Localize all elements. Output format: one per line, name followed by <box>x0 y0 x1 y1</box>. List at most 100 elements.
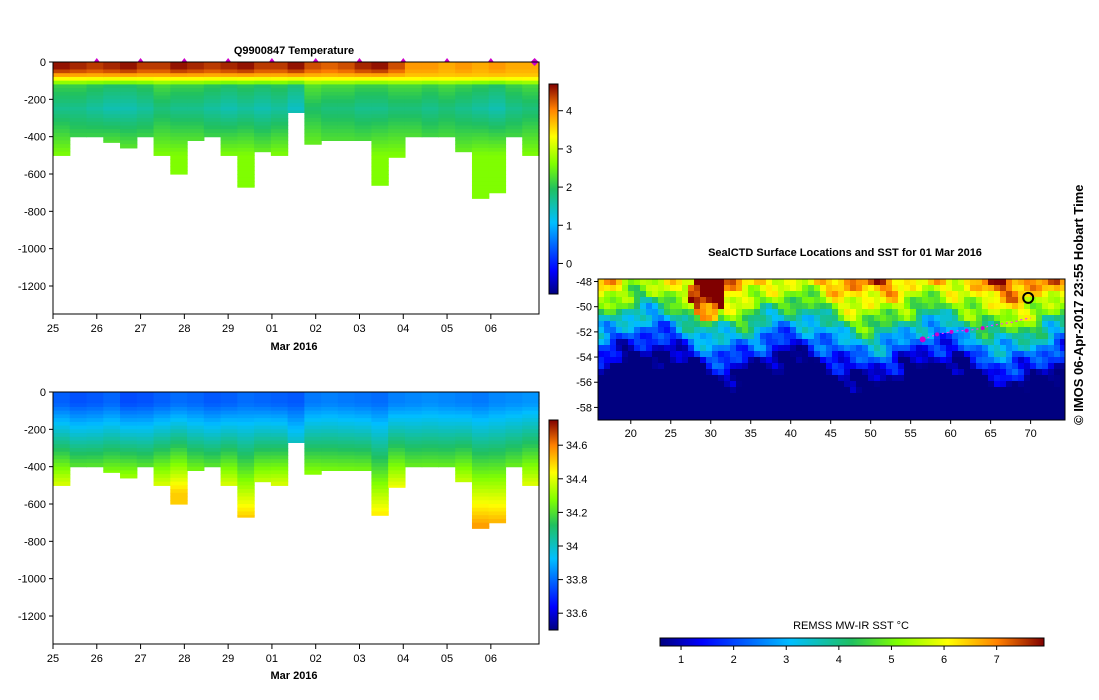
sst-cell <box>898 345 905 352</box>
sst-cell <box>1018 339 1025 346</box>
heatmap-cell <box>203 448 222 453</box>
heatmap-cell <box>404 448 423 453</box>
sst-cell <box>754 417 761 420</box>
sst-cell <box>982 291 989 298</box>
heatmap-cell <box>455 470 473 475</box>
heatmap-cell <box>136 462 155 468</box>
heatmap-cell <box>337 466 356 471</box>
heatmap-cell <box>337 69 356 74</box>
heatmap-cell <box>237 129 255 134</box>
sst-cell <box>766 417 773 420</box>
heatmap-cell <box>254 436 272 442</box>
heatmap-cell <box>488 485 507 490</box>
sst-cell <box>736 351 743 358</box>
sst-cell <box>754 315 761 322</box>
sst-cell <box>1036 381 1043 388</box>
sst-cell <box>808 417 815 420</box>
sst-cell <box>952 327 959 334</box>
x-tick-label: 29 <box>222 323 234 335</box>
sst-cell <box>886 345 893 352</box>
heatmap-cell <box>421 129 440 134</box>
sst-cell <box>952 333 959 340</box>
sst-cell <box>652 327 659 334</box>
heatmap-cell <box>388 403 406 408</box>
heatmap-cell <box>153 421 171 427</box>
sst-colorbar <box>659 637 1045 647</box>
sst-cell <box>700 411 707 418</box>
sst-cell <box>712 333 719 340</box>
heatmap-cell <box>388 477 406 483</box>
sst-cell <box>598 333 605 340</box>
sst-cell <box>730 405 737 412</box>
sst-cell <box>946 411 953 418</box>
sst-cell <box>922 315 929 322</box>
heatmap-cell <box>270 69 289 74</box>
sst-cell <box>958 387 965 394</box>
heatmap-cell <box>438 95 456 100</box>
sst-cell <box>982 315 989 322</box>
heatmap-cell <box>471 418 490 423</box>
sst-cell <box>634 285 641 292</box>
sst-cell <box>844 333 851 340</box>
sst-cell <box>784 309 791 316</box>
heatmap-cell <box>471 410 490 415</box>
sst-cell <box>646 279 653 286</box>
sst-cell <box>898 297 905 304</box>
sst-cell <box>934 381 941 388</box>
sst-cell <box>832 375 839 382</box>
heatmap-cell <box>103 410 121 415</box>
sst-cell <box>1036 351 1043 358</box>
heatmap-cell <box>187 403 205 408</box>
sst-cell <box>616 327 623 334</box>
heatmap-cell <box>170 418 188 423</box>
sst-cell <box>826 279 833 286</box>
heatmap-cell <box>187 462 205 468</box>
sst-cell <box>958 339 965 346</box>
sst-cell <box>826 351 833 358</box>
sst-cell <box>646 375 653 382</box>
sst-cell <box>694 417 701 420</box>
x-tick-label: 27 <box>134 323 146 335</box>
sst-cell <box>646 369 653 376</box>
sst-cell <box>700 303 707 310</box>
heatmap-cell <box>388 144 406 149</box>
sst-cell <box>730 327 737 334</box>
sst-cell <box>988 381 995 388</box>
heatmap-cell <box>438 65 456 71</box>
heatmap-cell <box>354 121 373 127</box>
map-x-tick-label: 60 <box>945 428 957 440</box>
sst-cell <box>844 321 851 328</box>
heatmap-cell <box>321 392 339 397</box>
heatmap-cell <box>153 466 171 471</box>
sst-cell <box>742 309 749 316</box>
sst-cell <box>1030 309 1037 316</box>
heatmap-cell <box>120 392 138 397</box>
heatmap-cell <box>337 136 356 141</box>
heatmap-cell <box>220 151 238 156</box>
sst-cell <box>934 351 941 358</box>
sst-cell <box>946 285 953 292</box>
sst-cell <box>976 291 983 298</box>
sst-cell <box>634 279 641 286</box>
heatmap-cell <box>522 118 540 123</box>
heatmap-cell <box>304 76 322 82</box>
sst-cell <box>964 357 971 364</box>
sst-cell <box>736 345 743 352</box>
heatmap-cell <box>404 69 423 74</box>
heatmap-cell <box>488 174 507 179</box>
sst-cell <box>802 369 809 376</box>
sst-cell <box>994 405 1001 412</box>
heatmap-cell <box>53 140 71 145</box>
sst-cell <box>778 327 785 334</box>
sst-cell <box>748 339 755 346</box>
heatmap-cell <box>170 421 188 427</box>
heatmap-cell <box>153 448 171 453</box>
x-tick-label: 27 <box>134 653 146 665</box>
sst-cell <box>886 333 893 340</box>
sst-cell <box>1024 291 1031 298</box>
sst-cell <box>706 315 713 322</box>
sst-cell <box>892 393 899 400</box>
heatmap-cell <box>237 511 255 516</box>
heatmap-cell <box>170 485 188 490</box>
sst-cell <box>838 309 845 316</box>
